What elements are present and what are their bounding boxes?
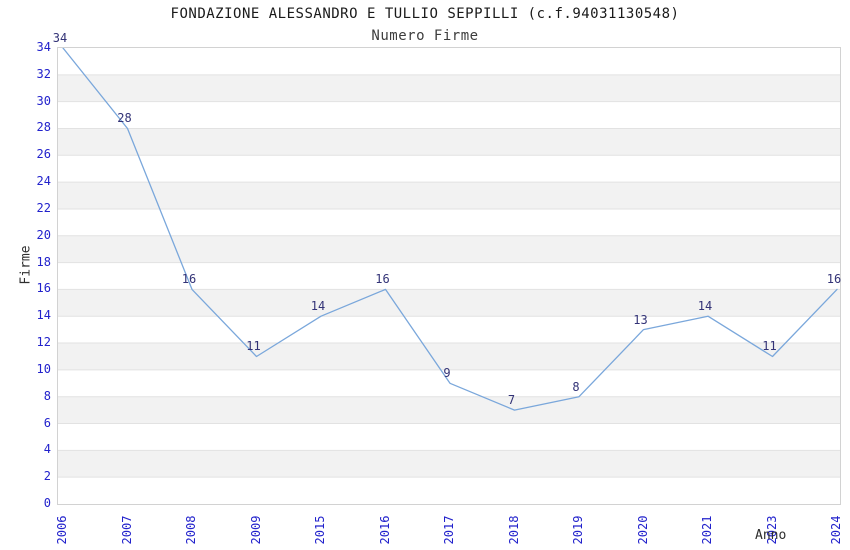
plot-area [57, 47, 841, 505]
y-tick-label: 6 [43, 415, 51, 430]
x-tick-label: 2017 [442, 515, 456, 545]
grid-band [58, 343, 840, 370]
data-label: 16 [181, 272, 197, 287]
data-label: 11 [762, 339, 777, 354]
y-tick-label: 18 [36, 254, 51, 269]
x-tick-label: 2021 [700, 515, 714, 545]
y-tick-label: 14 [36, 308, 51, 323]
y-tick-label: 0 [43, 496, 51, 510]
x-tick-label: 2009 [248, 515, 263, 545]
data-label: 28 [117, 111, 132, 126]
x-tick-label: 2016 [377, 515, 392, 545]
y-tick-label: 30 [36, 93, 51, 108]
chart-subtitle: Numero Firme [371, 28, 479, 44]
grid-band [58, 128, 840, 156]
x-axis-title: Anno [755, 528, 787, 543]
y-tick-label: 20 [36, 227, 51, 242]
y-tick-label: 28 [36, 120, 51, 135]
series-line [62, 48, 838, 411]
x-tick-label: 2024 [829, 515, 843, 545]
line-chart-canvas [58, 48, 840, 478]
grid-band [58, 450, 840, 478]
y-tick-label: 12 [36, 335, 51, 350]
data-label: 14 [310, 299, 326, 314]
grid-band [58, 182, 840, 209]
y-tick-label: 4 [43, 442, 51, 457]
y-tick-label: 8 [43, 388, 51, 403]
y-tick-label: 16 [36, 281, 51, 296]
x-tick-label: 2007 [119, 515, 134, 545]
y-tick-label: 24 [36, 174, 51, 189]
data-label: 8 [572, 379, 580, 394]
data-label: 7 [507, 393, 516, 408]
data-label: 16 [375, 272, 390, 287]
grid-band [58, 235, 840, 263]
chart-title: FONDAZIONE ALESSANDRO E TULLIO SEPPILLI … [170, 6, 680, 22]
data-label: 13 [633, 312, 648, 327]
data-label: 34 [52, 31, 68, 45]
x-tick-label: 2018 [506, 515, 521, 545]
x-tick-label: 2006 [55, 515, 69, 545]
y-tick-label: 32 [36, 66, 51, 81]
x-tick-label: 2008 [184, 515, 198, 545]
data-label: 11 [246, 339, 261, 354]
y-axis-title: Firme [18, 245, 34, 285]
x-tick-label: 2019 [571, 515, 585, 545]
x-tick-label: 2020 [635, 515, 650, 545]
y-tick-label: 10 [36, 361, 51, 376]
grid-band [58, 74, 840, 102]
data-label: 14 [697, 299, 713, 314]
y-tick-label: 26 [36, 147, 51, 162]
x-tick-label: 2015 [313, 515, 327, 545]
grid-band [58, 396, 840, 424]
data-label: 9 [443, 366, 451, 381]
grid-band [58, 289, 840, 317]
y-tick-label: 2 [43, 469, 51, 484]
y-tick-label: 34 [36, 40, 51, 54]
y-tick-label: 22 [36, 200, 51, 215]
data-label: 16 [826, 272, 842, 287]
